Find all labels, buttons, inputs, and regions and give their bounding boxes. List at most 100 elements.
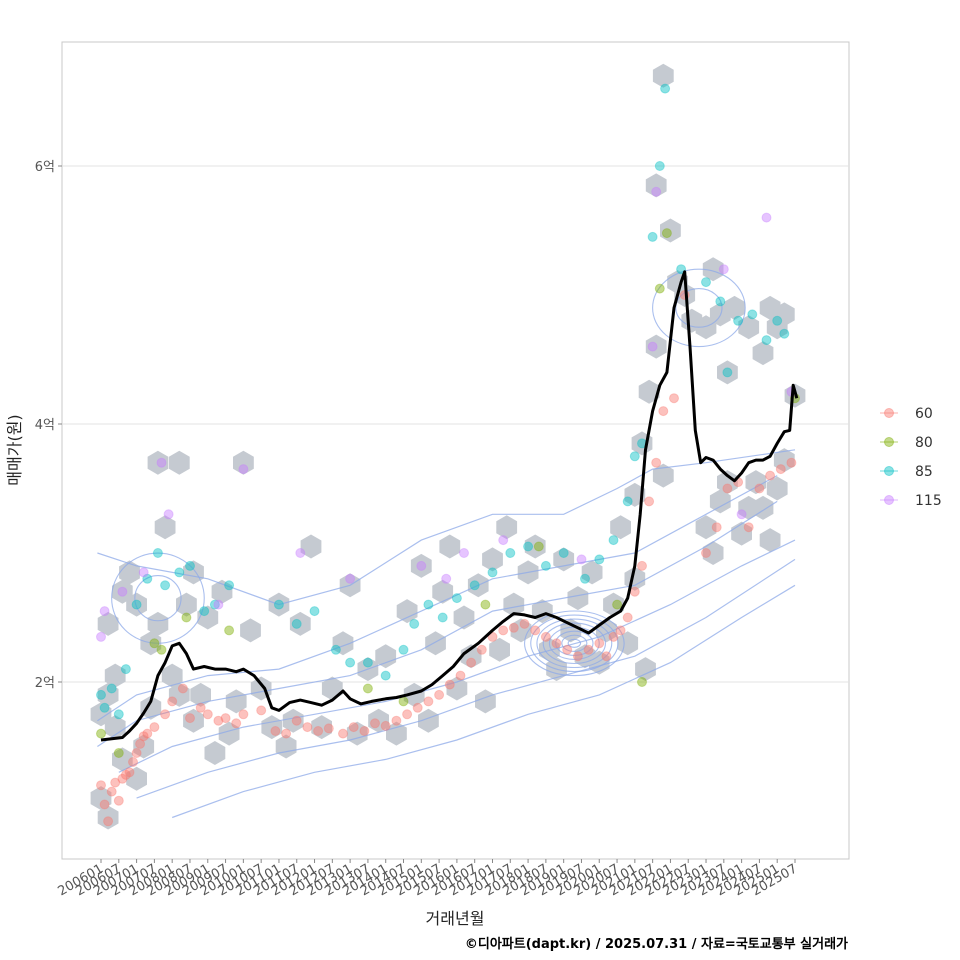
scatter-point-60: [110, 777, 121, 788]
hexbin-cell: [233, 450, 254, 475]
scatter-point-85: [761, 335, 772, 346]
hexbin-cell: [300, 534, 322, 559]
scatter-point-85: [185, 560, 195, 571]
density-contour: [97, 475, 778, 722]
scatter-point-60: [622, 612, 633, 623]
scatter-point-85: [451, 593, 462, 604]
hexbin-cell: [567, 586, 589, 611]
scatter-point-115: [651, 186, 662, 197]
plot-panel: [61, 41, 850, 860]
scatter-point-60: [231, 718, 242, 729]
scatter-point-85: [747, 309, 758, 320]
hexbin-cell: [439, 534, 461, 559]
scatter-point-85: [722, 367, 733, 378]
hexbin-cell: [745, 470, 767, 495]
hexbin-cell: [147, 450, 169, 475]
scatter-point-60: [530, 625, 541, 636]
scatter-point-60: [131, 748, 142, 758]
scatter-point-60: [754, 483, 765, 494]
scatter-point-85: [209, 599, 220, 610]
median-trend-line: [100, 270, 799, 742]
hexbin-cell: [368, 708, 389, 733]
scatter-point-85: [505, 548, 516, 558]
scatter-point-60: [323, 723, 334, 734]
scatter-point-60: [177, 683, 188, 694]
scatter-point-115: [345, 573, 356, 584]
density-contour: [675, 288, 723, 328]
hexbin-cell: [425, 631, 446, 656]
scatter-point-115: [213, 599, 224, 610]
density-contour: [523, 610, 625, 677]
scatter-point-60: [113, 795, 124, 806]
scatter-point-60: [572, 651, 583, 662]
legend-label-115: 115: [915, 493, 942, 509]
scatter-point-80: [96, 728, 106, 739]
scatter-point-85: [120, 664, 131, 675]
scatter-point-80: [149, 638, 160, 649]
density-contours: [97, 268, 796, 819]
scatter-point-85: [291, 618, 302, 629]
legend-key-115: [884, 495, 894, 505]
scatter-point-115: [576, 554, 587, 565]
hexbin-cell: [695, 315, 717, 340]
scatter-point-85: [96, 689, 106, 700]
scatter-point-60: [711, 522, 722, 533]
scatter-point-80: [398, 696, 409, 707]
hexbin-cell: [652, 463, 674, 488]
hexbin-cell: [524, 534, 546, 559]
density-contour: [111, 552, 205, 644]
hexbin-cell: [403, 682, 425, 707]
scatter-point-60: [380, 720, 391, 731]
hexbin-cell: [204, 741, 226, 765]
hexbin-cell: [660, 218, 681, 243]
scatter-point-80: [181, 612, 192, 623]
legend-key-60: [884, 408, 894, 418]
scatter-point-85: [772, 315, 783, 326]
hexbin-cell: [112, 747, 133, 772]
scatter-point-115: [238, 464, 249, 475]
hexbin-cell: [489, 637, 510, 662]
scatter-point-60: [651, 457, 662, 468]
density-contour: [530, 614, 619, 673]
scatter-point-60: [391, 715, 402, 726]
hexbin-cell: [717, 470, 738, 495]
scatter-point-85: [580, 573, 590, 584]
scatter-point-80: [637, 677, 647, 687]
scatter-point-85: [160, 580, 171, 591]
scatter-point-115: [459, 548, 469, 558]
source-caption: ©디아파트(dapt.kr) / 2025.07.31 / 자료=국토교통부 실…: [465, 936, 848, 952]
hexbin-cell: [410, 553, 432, 578]
hexbin-cell: [332, 631, 354, 656]
scatter-point-115: [761, 212, 772, 223]
hexbin-cell: [766, 476, 788, 501]
hexbin-cell: [773, 302, 795, 327]
hexbin-cell: [702, 541, 724, 565]
hexbin-cell: [510, 618, 532, 643]
scatter-point-85: [540, 560, 551, 571]
y-tick-label: 6억: [35, 160, 55, 175]
scatter-point-60: [615, 625, 626, 636]
hexbin-cell: [752, 341, 774, 366]
y-axis: 2억 4억 6억: [35, 160, 62, 691]
scatter-point-80: [480, 599, 491, 610]
hexbin-cell: [311, 715, 332, 740]
legend-label-85: 85: [915, 464, 933, 480]
scatter-point-85: [199, 606, 210, 617]
scatter-point-60: [195, 702, 206, 713]
hexbin-cell: [168, 682, 190, 707]
scatter-point-85: [523, 541, 534, 552]
hexbin-cell: [418, 708, 439, 733]
scatter-point-115: [295, 548, 306, 558]
scatter-point-60: [423, 696, 434, 707]
scatter-point-60: [185, 713, 195, 724]
density-contour: [97, 449, 796, 606]
hexbin-cell: [695, 515, 717, 540]
hexbin-cell: [289, 611, 311, 636]
x-axis-title: 거래년월: [426, 909, 485, 928]
density-contour: [118, 539, 796, 773]
scatter-point-115: [138, 567, 149, 578]
density-contour: [536, 618, 613, 669]
scatter-point-80: [533, 541, 544, 552]
scatter-point-85: [142, 573, 153, 584]
scatter-point-85: [380, 670, 391, 681]
